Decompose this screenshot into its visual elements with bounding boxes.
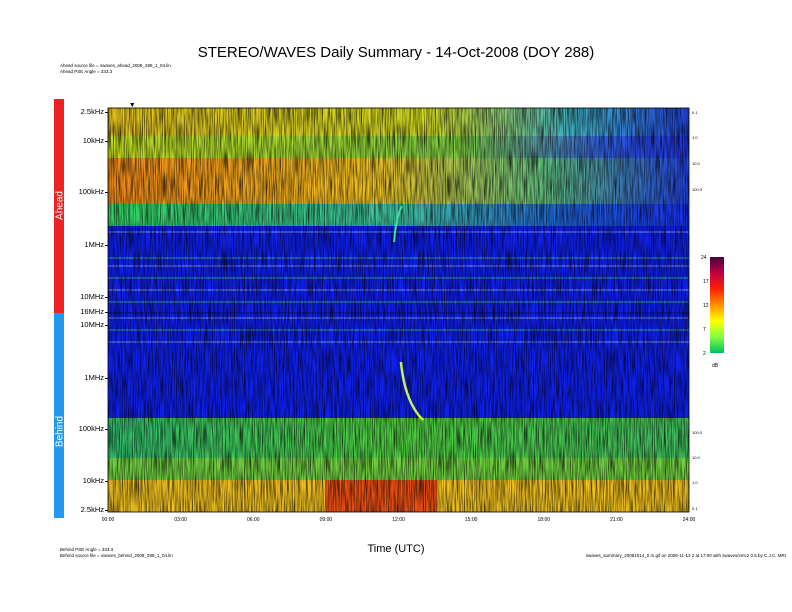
ahead-panel-bar <box>54 99 64 313</box>
x-tick-label: 06:00 <box>246 517 260 523</box>
colorbar <box>710 257 724 353</box>
right-axis-tick-label: 100.0 <box>692 430 703 435</box>
y-tick-mark <box>105 312 108 313</box>
y-tick-mark <box>105 297 108 298</box>
y-tick-mark <box>105 325 108 326</box>
ahead-freq-tick-label: 100kHz <box>78 187 104 196</box>
y-tick-mark <box>105 510 108 511</box>
ahead-freq-tick-label: 16MHz <box>80 307 104 316</box>
y-tick-mark <box>105 112 108 113</box>
right-axis-tick-label: 10.0 <box>692 161 700 166</box>
y-tick-mark <box>105 481 108 482</box>
behind-pse-angle: Behind PSE Angle = 333.3 <box>60 547 114 552</box>
behind-freq-tick-label: 10MHz <box>80 320 104 329</box>
x-tick-label: 18:00 <box>537 517 551 523</box>
colorbar-tick-label: 7 <box>703 327 706 333</box>
ahead-freq-tick-label: 2.5kHz <box>80 107 104 116</box>
x-tick-label: 09:00 <box>319 517 333 523</box>
x-tick-label: 21:00 <box>610 517 623 523</box>
ahead-freq-tick-label: 10kHz <box>82 136 104 145</box>
colorbar-tick-label: 2 <box>703 351 706 357</box>
right-axis-tick-label: 0.1 <box>692 110 698 115</box>
x-axis-label: Time (UTC) <box>367 543 425 555</box>
y-tick-mark <box>105 245 108 246</box>
colorbar-unit: dB <box>712 363 719 369</box>
radio-burst-ahead <box>393 205 403 243</box>
y-tick-mark <box>105 141 108 142</box>
plot-frame <box>107 107 690 513</box>
colorbar-tick-label: 12 <box>703 303 709 309</box>
colorbar-tick-label: 24 <box>701 255 707 261</box>
right-axis-tick-label: 1.0 <box>692 480 698 485</box>
radio-burst-behind <box>399 361 424 421</box>
behind-panel-bar <box>54 313 64 518</box>
colorbar-tick-label: 17 <box>703 279 709 285</box>
right-axis-tick-label: 0.1 <box>692 506 698 511</box>
ahead-freq-tick-label: 1MHz <box>84 240 104 249</box>
behind-freq-tick-label: 2.5kHz <box>80 505 104 514</box>
right-axis-tick-label: 100.0 <box>692 187 703 192</box>
ahead-pse-angle: Ahead PSE Angle = 333.3 <box>60 69 113 74</box>
chart-title: STEREO/WAVES Daily Summary - 14-Oct-2008… <box>197 44 595 61</box>
x-tick-label: 12:00 <box>392 517 405 523</box>
ahead-freq-tick-label: 10MHz <box>80 292 104 301</box>
behind-freq-tick-label: 10kHz <box>82 476 104 485</box>
behind-freq-tick-label: 100kHz <box>78 424 104 433</box>
footer-info: swaves_summary_20081014_0 m.gif on 2008-… <box>585 553 786 558</box>
ahead-source-file: Ahead source file = swaves_ahead_2008_28… <box>60 63 171 68</box>
right-axis-tick-label: 1.0 <box>692 135 698 140</box>
y-tick-mark <box>105 378 108 379</box>
x-tick-label: 00:00 <box>101 517 115 523</box>
y-tick-mark <box>105 429 108 430</box>
x-tick-label: 15:00 <box>464 517 478 523</box>
start-marker <box>130 103 135 107</box>
x-tick-label: 24:00 <box>682 517 696 523</box>
y-tick-mark <box>105 192 108 193</box>
behind-source-file: Behind source file = swaves_behind_2008_… <box>60 553 173 558</box>
noise-texture <box>108 108 689 512</box>
behind-freq-tick-label: 1MHz <box>84 373 104 382</box>
right-axis-tick-label: 10.0 <box>692 455 700 460</box>
x-tick-label: 03:00 <box>174 517 187 523</box>
